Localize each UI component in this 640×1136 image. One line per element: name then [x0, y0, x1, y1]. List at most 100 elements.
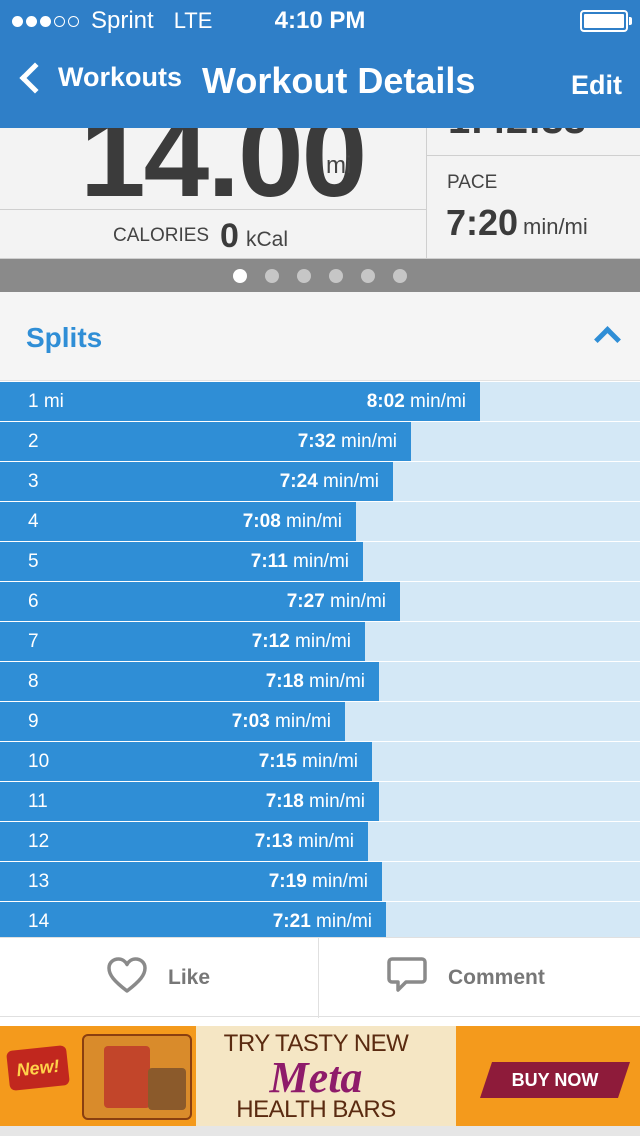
- split-row: 4 7:08 min/mi: [0, 502, 640, 542]
- chevron-left-icon: [19, 61, 51, 94]
- split-number: 14: [28, 911, 50, 932]
- split-bar: [0, 862, 382, 901]
- split-row: 7 7:12 min/mi: [0, 622, 640, 662]
- workout-stats: 14.00 mi 1:42:33 CALORIES 0 kCal PACE 7:…: [0, 128, 640, 259]
- split-number: 10: [28, 751, 50, 772]
- split-bar: [0, 742, 372, 781]
- split-pace: 7:11 min/mi: [250, 551, 349, 572]
- page-dot[interactable]: [233, 268, 247, 283]
- split-row: 5 7:11 min/mi: [0, 542, 640, 582]
- ad-brand: Meta: [269, 1053, 363, 1102]
- nav-bar: Workouts Workout Details Edit: [0, 40, 640, 128]
- split-bar: [0, 542, 363, 581]
- split-number: 11: [28, 791, 48, 812]
- page-dot[interactable]: [361, 268, 375, 283]
- page-dot[interactable]: [329, 268, 343, 283]
- split-number: 13: [28, 871, 50, 892]
- ad-text-panel: [196, 1026, 456, 1126]
- page-title: Workout Details: [202, 60, 476, 101]
- page-dot[interactable]: [297, 268, 311, 283]
- split-row: 13 7:19 min/mi: [0, 862, 640, 902]
- split-bar: [0, 782, 379, 821]
- split-pace: 7:03 min/mi: [231, 711, 331, 732]
- splits-header[interactable]: Splits: [0, 292, 640, 381]
- back-button[interactable]: Workouts: [14, 61, 183, 94]
- split-bar: [0, 702, 345, 741]
- split-bar: [0, 622, 365, 661]
- split-pace: 7:08 min/mi: [242, 511, 342, 532]
- split-row: 8 7:18 min/mi: [0, 662, 640, 702]
- split-bar: [0, 382, 480, 421]
- comment-button[interactable]: Comment: [386, 938, 545, 1017]
- distance-value: 14.00: [80, 128, 367, 222]
- calories-value: 0: [220, 217, 239, 255]
- divider: [318, 938, 319, 1018]
- bottom-strip: [0, 1126, 640, 1136]
- split-number: 7: [28, 631, 39, 652]
- split-bar: [0, 662, 379, 701]
- social-actions: Like Comment: [0, 937, 640, 1018]
- chevron-up-icon[interactable]: [594, 324, 618, 348]
- comment-label: Comment: [448, 965, 545, 989]
- pace-unit: min/mi: [523, 214, 588, 239]
- divider: [0, 209, 426, 210]
- battery-icon: [580, 10, 632, 32]
- like-button[interactable]: Like: [106, 938, 210, 1017]
- ad-new-badge: New!: [6, 1044, 70, 1092]
- app-header: Sprint LTE 4:10 PM Workouts Workout Deta…: [0, 0, 640, 128]
- heart-icon: [106, 956, 148, 999]
- split-pace: 7:13 min/mi: [254, 831, 354, 852]
- split-pace: 7:18 min/mi: [265, 791, 365, 812]
- edit-button[interactable]: Edit: [571, 70, 622, 100]
- split-bar: [0, 822, 368, 861]
- split-number: 5: [28, 551, 39, 572]
- carrier-name: Sprint: [91, 7, 154, 34]
- status-left: Sprint LTE: [12, 7, 212, 35]
- split-pace: 7:32 min/mi: [297, 431, 397, 452]
- split-number: 4: [28, 511, 39, 532]
- comment-bubble-icon: [386, 955, 428, 1000]
- split-pace: 7:21 min/mi: [272, 911, 372, 932]
- split-bar: [0, 502, 356, 541]
- page-dot[interactable]: [265, 268, 279, 283]
- split-number: 9: [28, 711, 39, 732]
- duration-value: 1:42:33: [448, 128, 586, 143]
- divider: [426, 128, 427, 258]
- split-pace: 7:24 min/mi: [279, 471, 379, 492]
- split-pace: 7:27 min/mi: [286, 591, 386, 612]
- splits-list: 1 mi 8:02 min/mi 2 7:32 min/mi 3 7:24 min/mi 4…: [0, 382, 640, 942]
- split-row: 12 7:13 min/mi: [0, 822, 640, 862]
- network-type: LTE: [173, 8, 213, 33]
- ad-subline: HEALTH BARS: [236, 1096, 396, 1123]
- ad-banner[interactable]: New! TRY TASTY NEW Meta HEALTH BARS BUY …: [0, 1026, 640, 1126]
- product-image: [82, 1034, 192, 1120]
- calories-unit: kCal: [246, 228, 289, 251]
- split-pace: 7:12 min/mi: [251, 631, 351, 652]
- pace-value: 7:20: [446, 202, 519, 243]
- split-row: 2 7:32 min/mi: [0, 422, 640, 462]
- page-indicator[interactable]: [0, 259, 640, 292]
- split-row: 6 7:27 min/mi: [0, 582, 640, 622]
- split-row: 9 7:03 min/mi: [0, 702, 640, 742]
- split-number: 12: [28, 831, 50, 852]
- split-number: 1 mi: [28, 391, 64, 412]
- split-pace: 8:02 min/mi: [366, 391, 466, 412]
- split-number: 6: [28, 591, 39, 612]
- split-row: 14 7:21 min/mi: [0, 902, 640, 942]
- buy-now-button[interactable]: BUY NOW: [480, 1062, 630, 1098]
- status-bar: Sprint LTE 4:10 PM: [0, 0, 640, 40]
- split-row: 11 7:18 min/mi: [0, 782, 640, 822]
- split-row: 1 mi 8:02 min/mi: [0, 382, 640, 422]
- pace-label: PACE: [447, 172, 498, 193]
- divider: [426, 155, 640, 156]
- status-time: 4:10 PM: [274, 7, 366, 34]
- split-number: 3: [28, 471, 39, 492]
- signal-strength-icon: [12, 15, 79, 27]
- split-pace: 7:19 min/mi: [268, 871, 368, 892]
- back-label: Workouts: [58, 62, 183, 92]
- like-label: Like: [168, 965, 211, 989]
- split-bar: [0, 902, 386, 941]
- page-dot[interactable]: [393, 268, 407, 283]
- distance-unit: mi: [326, 152, 352, 179]
- split-bar: [0, 422, 411, 461]
